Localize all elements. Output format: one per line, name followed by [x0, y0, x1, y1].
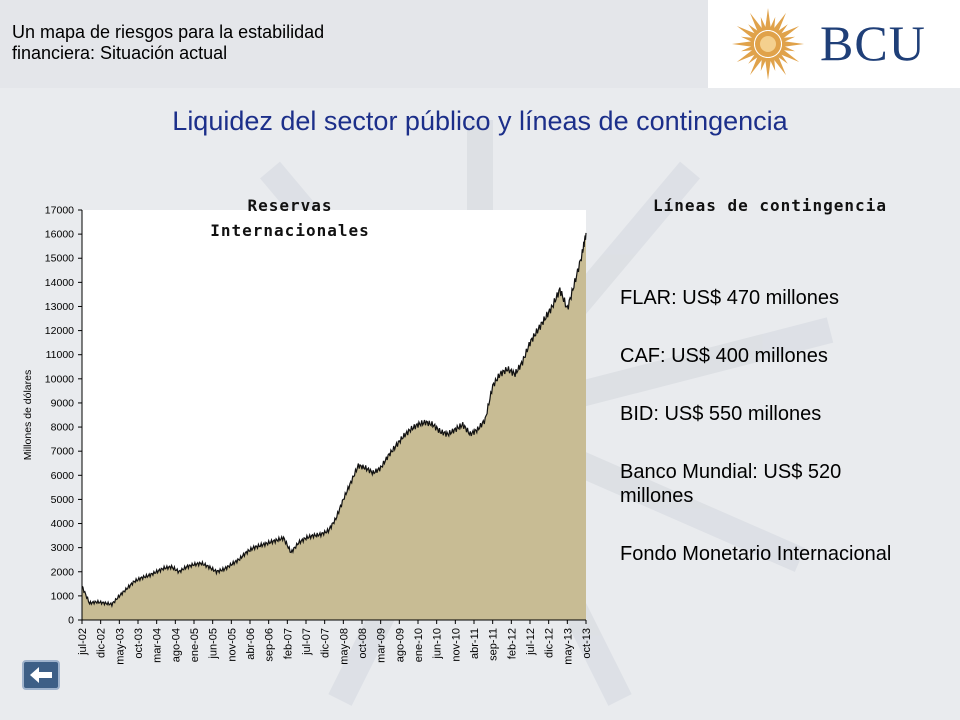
y-tick-label: 0 — [68, 615, 74, 627]
sun-ray — [750, 54, 764, 76]
x-tick-label: nov-10 — [450, 628, 462, 662]
sun-ray — [740, 45, 756, 52]
contingency-list: FLAR: US$ 470 millones CAF: US$ 400 mill… — [620, 286, 950, 600]
slide-title: Liquidez del sector público y líneas de … — [172, 106, 788, 136]
sun-ray — [750, 12, 764, 34]
sun-ray — [778, 48, 800, 62]
contingency-title: Líneas de contingencia — [653, 196, 887, 215]
x-tick-label: may-03 — [114, 628, 126, 665]
x-tick-label: dic-12 — [544, 628, 556, 658]
y-tick-label: 4000 — [51, 518, 75, 530]
sun-ray — [769, 16, 776, 32]
sun-ray — [782, 41, 804, 47]
x-tick-label: ago-04 — [170, 628, 182, 662]
y-tick-label: 10000 — [45, 373, 74, 385]
logo: BCU — [708, 0, 960, 88]
sun-ray — [776, 24, 788, 36]
x-tick-label: dic-02 — [96, 628, 108, 658]
sun-ray — [760, 56, 767, 72]
sun-ray — [732, 41, 754, 47]
x-tick-label: may-08 — [338, 628, 350, 665]
x-tick-label: jul-12 — [525, 628, 537, 656]
x-tick-label: mar-04 — [152, 628, 164, 663]
y-tick-label: 14000 — [45, 277, 74, 289]
y-tick-label: 12000 — [45, 325, 74, 337]
x-tick-label: nov-05 — [226, 628, 238, 662]
contingency-item-flar: FLAR: US$ 470 millones — [620, 287, 839, 309]
y-tick-label: 17000 — [45, 205, 74, 217]
x-tick-label: ene-10 — [413, 628, 425, 662]
reserves-line — [81, 232, 587, 608]
sun-ray — [740, 36, 756, 43]
reserves-chart: 0 1000 2000 3000 4000 5000 6000 7000 8000 9000 100… — [22, 205, 593, 665]
x-tick-label: abr-06 — [245, 628, 257, 660]
sun-ray — [772, 54, 786, 76]
y-tick-label: 11000 — [46, 349, 75, 361]
x-tick-label: oct-03 — [133, 628, 145, 659]
sun-ray — [748, 52, 760, 64]
x-tick-label: oct-13 — [581, 628, 593, 659]
sun-ray — [778, 26, 800, 40]
x-tick-label: jun-10 — [432, 628, 444, 660]
contingency-item-banco-mundial: Banco Mundial: US$ 520 millones — [620, 461, 842, 507]
x-tick-label: sep-06 — [264, 628, 276, 662]
x-tick-label: jul-07 — [301, 628, 313, 656]
x-tick-label: ago-09 — [394, 628, 406, 662]
x-tick-label: jul-02 — [77, 628, 89, 656]
sun-icon — [732, 8, 804, 80]
y-tick-label: 9000 — [51, 397, 75, 409]
y-tick-label: 7000 — [51, 446, 75, 458]
sun-ray — [769, 56, 776, 72]
x-tick-label: dic-07 — [320, 628, 332, 658]
sun-ray — [772, 12, 786, 34]
x-tick-label: jun-05 — [208, 628, 220, 660]
y-tick-label: 15000 — [45, 253, 74, 265]
sun-ray — [736, 48, 758, 62]
sun-ray — [780, 36, 796, 43]
sun-ray — [780, 45, 796, 52]
x-tick-label: ene-05 — [189, 628, 201, 662]
reserves-area — [82, 232, 586, 620]
header-subtitle: Un mapa de riesgos para la estabilidad f… — [12, 22, 325, 63]
y-tick-label: 13000 — [45, 301, 74, 313]
y-axis-label: Millones de dólares — [22, 370, 34, 460]
sun-ray — [776, 52, 788, 64]
y-tick-label: 8000 — [51, 422, 75, 434]
chart-title: Reservas Internacionales — [210, 196, 370, 240]
sun-ray — [748, 24, 760, 36]
x-tick-label: oct-08 — [357, 628, 369, 659]
sun-ray — [760, 16, 767, 32]
contingency-item-bid: BID: US$ 550 millones — [620, 403, 822, 425]
logo-text: BCU — [820, 15, 926, 71]
y-tick-label: 3000 — [51, 542, 75, 554]
x-tick-label: may-13 — [562, 628, 574, 665]
contingency-item-fmi: Fondo Monetario Internacional — [620, 543, 892, 565]
x-tick-label: feb-12 — [506, 628, 518, 659]
x-tick-label: feb-07 — [282, 628, 294, 659]
sun-ray — [765, 58, 771, 80]
x-tick-label: mar-09 — [376, 628, 388, 663]
x-tick-label: abr-11 — [469, 628, 481, 659]
y-tick-label: 6000 — [51, 470, 75, 482]
y-tick-label: 2000 — [51, 566, 75, 578]
y-tick-label: 16000 — [45, 229, 74, 241]
sun-ray — [765, 8, 771, 30]
back-arrow-icon[interactable] — [22, 660, 60, 690]
y-tick-label: 1000 — [51, 590, 75, 602]
y-tick-label: 5000 — [51, 494, 75, 506]
sun-ray — [736, 26, 758, 40]
x-tick-label: sep-11 — [488, 628, 500, 661]
contingency-item-caf: CAF: US$ 400 millones — [620, 345, 828, 367]
